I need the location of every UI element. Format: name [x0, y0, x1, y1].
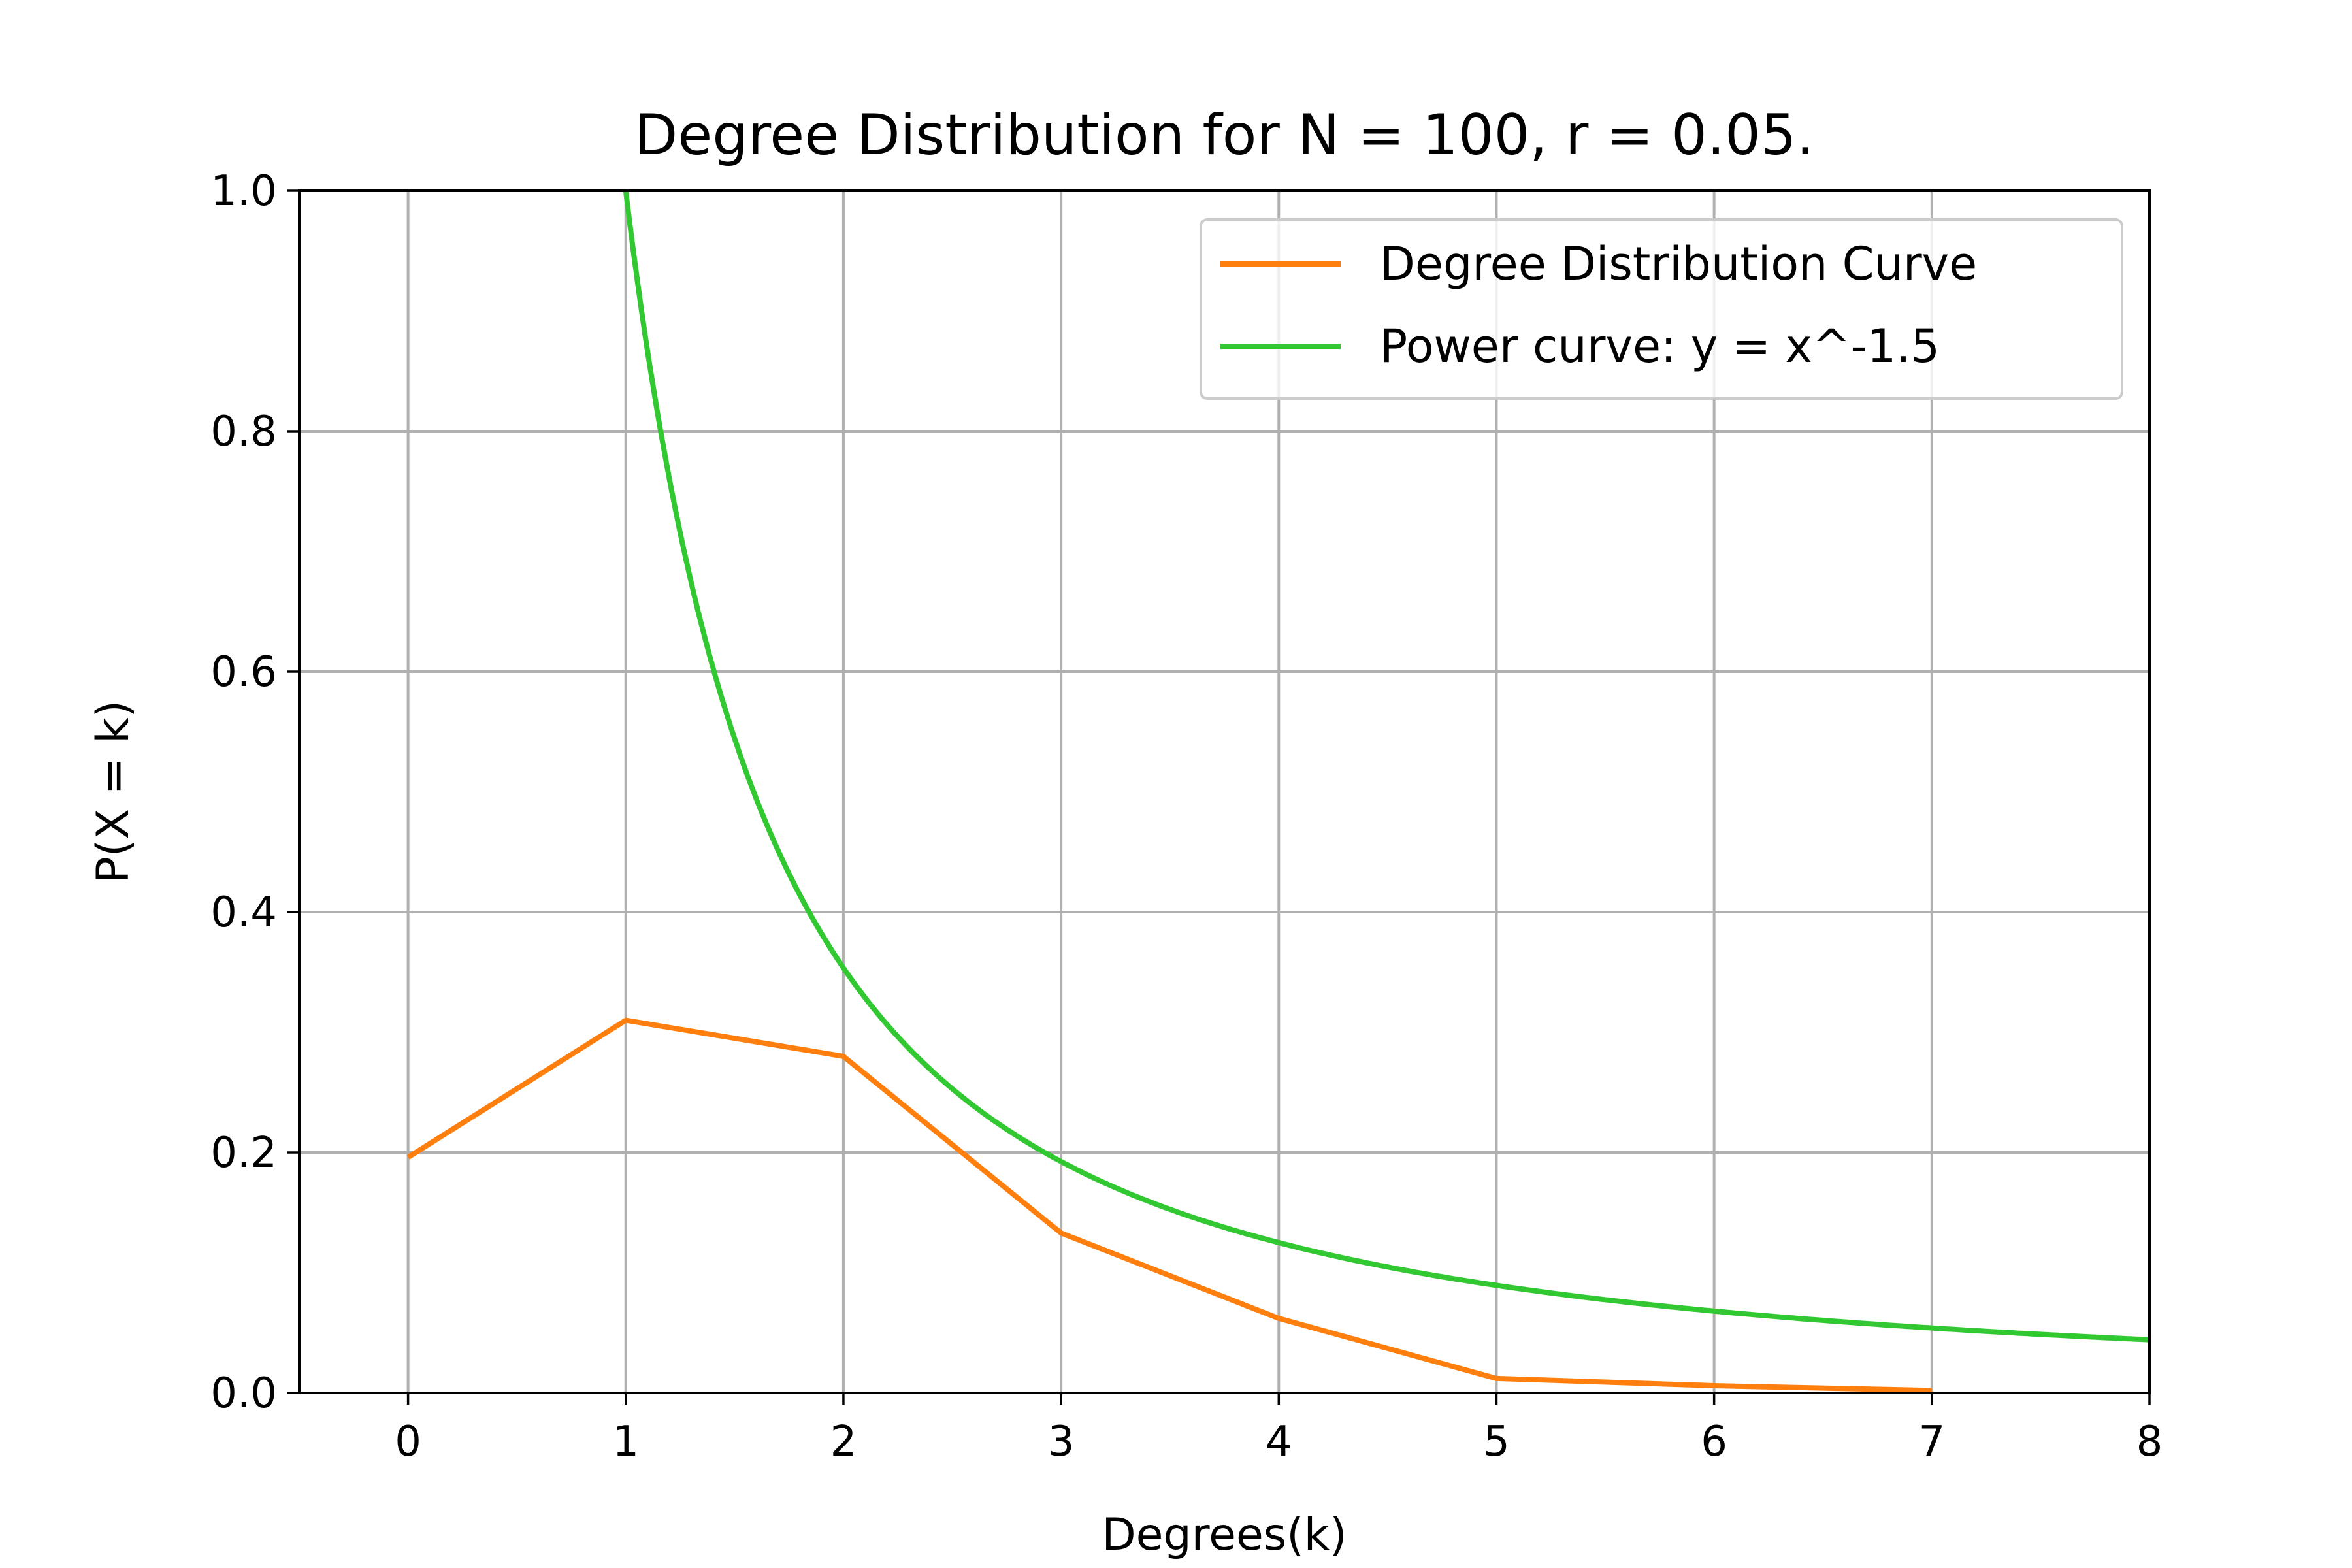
y-tick-label: 0.8 — [210, 408, 277, 456]
legend: Degree Distribution Curve Power curve: y… — [1200, 218, 2123, 400]
y-tick-label: 0.4 — [210, 889, 277, 937]
x-tick-label: 1 — [612, 1418, 639, 1466]
y-tick-label: 0.6 — [210, 648, 277, 696]
y-tick-label: 0.2 — [210, 1129, 277, 1177]
x-tick-label: 6 — [1701, 1418, 1727, 1466]
y-tick-label: 1.0 — [210, 167, 277, 216]
plot-frame — [298, 189, 2151, 1394]
x-tick-label: 5 — [1483, 1418, 1510, 1466]
x-tick-label: 8 — [2136, 1418, 2163, 1466]
axis-ticks: 0 1 2 3 4 5 6 7 8 0.0 0.2 0.4 0.6 0.8 1.0 — [210, 167, 2163, 1466]
legend-box — [1200, 218, 2123, 400]
legend-label-power-curve: Power curve: y = x^-1.5 — [1380, 319, 1940, 373]
chart-title: Degree Distribution for N = 100, r = 0.0… — [634, 103, 1814, 168]
series-power-curve-line — [623, 191, 2149, 1343]
x-tick-label: 4 — [1266, 1418, 1292, 1466]
y-axis-title: P(X = k) — [88, 700, 139, 883]
series-degree-distribution-line — [406, 1017, 1932, 1393]
x-tick-label: 7 — [1918, 1418, 1945, 1466]
legend-label-degree-distribution: Degree Distribution Curve — [1380, 237, 1977, 291]
series-lines — [406, 191, 2149, 1393]
x-tick-label: 3 — [1048, 1418, 1075, 1466]
x-axis-title: Degrees(k) — [1102, 1509, 1347, 1561]
x-tick-label: 0 — [395, 1418, 421, 1466]
x-tick-label: 2 — [830, 1418, 857, 1466]
y-tick-label: 0.0 — [210, 1369, 277, 1418]
